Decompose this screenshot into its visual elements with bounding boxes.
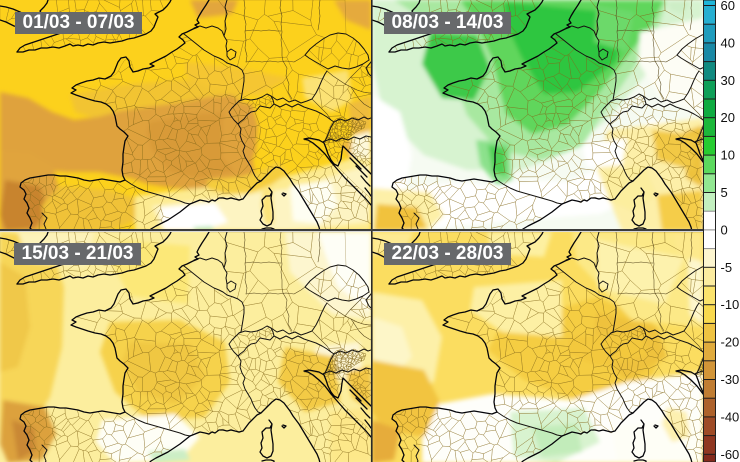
svg-text:-5: -5 xyxy=(721,260,733,275)
svg-text:5: 5 xyxy=(721,185,728,200)
svg-text:-10: -10 xyxy=(721,297,740,312)
svg-text:0: 0 xyxy=(721,222,728,237)
svg-text:-30: -30 xyxy=(721,372,740,387)
svg-text:-60: -60 xyxy=(721,447,740,462)
svg-text:10: 10 xyxy=(721,148,735,163)
svg-text:30: 30 xyxy=(721,73,735,88)
svg-text:20: 20 xyxy=(721,110,735,125)
svg-text:-20: -20 xyxy=(721,335,740,350)
svg-text:60: 60 xyxy=(721,0,735,13)
svg-text:-40: -40 xyxy=(721,409,740,424)
svg-text:40: 40 xyxy=(721,35,735,50)
